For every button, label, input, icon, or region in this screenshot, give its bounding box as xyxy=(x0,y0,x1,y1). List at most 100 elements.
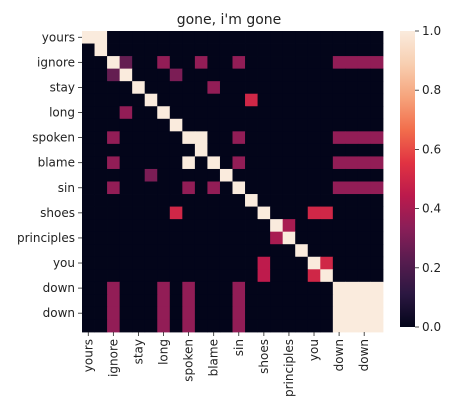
heatmap-cell xyxy=(370,269,384,283)
heatmap-cell xyxy=(232,43,246,57)
heatmap-cell xyxy=(144,244,158,258)
heatmap-cell xyxy=(207,181,221,195)
colorbar-tick-label: 0.2 xyxy=(422,261,441,275)
heatmap-cell xyxy=(94,219,108,233)
heatmap-cell xyxy=(370,281,384,295)
heatmap-cell xyxy=(82,106,95,120)
heatmap-cell xyxy=(282,206,296,220)
heatmap-cell xyxy=(119,244,133,258)
heatmap-cell xyxy=(207,43,221,57)
heatmap-cell xyxy=(107,181,121,195)
heatmap-cell xyxy=(219,219,233,233)
heatmap-cell xyxy=(107,219,121,233)
heatmap-cell xyxy=(194,269,208,283)
heatmap-cell xyxy=(357,219,371,233)
heatmap-cell xyxy=(320,244,334,258)
heatmap-cell xyxy=(270,231,284,245)
heatmap-cell xyxy=(295,244,309,258)
heatmap-cell xyxy=(157,306,171,320)
heatmap-cell xyxy=(345,118,359,132)
heatmap-cell xyxy=(232,156,246,170)
heatmap-cell xyxy=(320,81,334,95)
heatmap-cell xyxy=(257,168,271,182)
heatmap-cell xyxy=(307,43,321,57)
heatmap-cell xyxy=(345,143,359,157)
heatmap-cell xyxy=(370,306,384,320)
heatmap-cell xyxy=(257,106,271,120)
heatmap-cell xyxy=(295,106,309,120)
heatmap-cell xyxy=(94,294,108,308)
heatmap-cell xyxy=(182,93,196,107)
heatmap-cell xyxy=(144,231,158,245)
heatmap-cell xyxy=(107,306,121,320)
heatmap-cell xyxy=(119,231,133,245)
heatmap-cell xyxy=(219,294,233,308)
x-tick-label: ignore xyxy=(106,339,120,377)
heatmap-cell xyxy=(132,181,146,195)
heatmap-cell xyxy=(295,256,309,270)
heatmap-cell xyxy=(82,81,95,95)
heatmap-cell xyxy=(307,181,321,195)
heatmap-cell xyxy=(94,168,108,182)
heatmap-cell xyxy=(157,281,171,295)
heatmap-cell xyxy=(219,68,233,82)
heatmap-cell xyxy=(232,56,246,70)
heatmap-cell xyxy=(282,269,296,283)
heatmap-cell xyxy=(182,106,196,120)
heatmap-cell xyxy=(357,168,371,182)
heatmap-cell xyxy=(82,68,95,82)
heatmap-cell xyxy=(82,269,95,283)
heatmap-cell xyxy=(232,143,246,157)
heatmap-cell xyxy=(232,31,246,44)
heatmap-cell xyxy=(132,244,146,258)
heatmap-cell xyxy=(194,31,208,44)
heatmap-cell xyxy=(194,181,208,195)
heatmap-cell xyxy=(207,281,221,295)
colorbar-tick-label: 0.4 xyxy=(422,202,441,216)
heatmap-cell xyxy=(207,31,221,44)
heatmap-cell xyxy=(245,194,258,207)
heatmap-cell xyxy=(194,93,208,107)
heatmap-cell xyxy=(144,181,158,195)
heatmap-cell xyxy=(132,143,146,157)
heatmap-cell xyxy=(82,56,95,70)
heatmap-cell xyxy=(207,81,221,95)
heatmap-cell xyxy=(370,131,384,145)
heatmap-cell xyxy=(119,194,133,207)
heatmap-cell xyxy=(257,306,271,320)
heatmap-cell xyxy=(132,269,146,283)
heatmap-cell xyxy=(119,118,133,132)
heatmap-cell xyxy=(257,143,271,157)
heatmap-cell xyxy=(257,181,271,195)
heatmap-cell xyxy=(307,93,321,107)
heatmap-cell xyxy=(169,219,183,233)
y-tick-label: ignore xyxy=(37,55,75,69)
heatmap-cell xyxy=(94,93,108,107)
heatmap-cell xyxy=(345,256,359,270)
x-tick-label: blame xyxy=(207,339,221,376)
heatmap-cell xyxy=(295,194,309,207)
heatmap-cell xyxy=(157,31,171,44)
heatmap-cell xyxy=(144,56,158,70)
heatmap-cell xyxy=(182,68,196,82)
heatmap-cell xyxy=(207,93,221,107)
heatmap-cell xyxy=(270,106,284,120)
heatmap-cell xyxy=(307,256,321,270)
heatmap-cell xyxy=(257,93,271,107)
heatmap-cell xyxy=(107,68,121,82)
heatmap-cell xyxy=(370,56,384,70)
heatmap-cell xyxy=(370,256,384,270)
heatmap-cell xyxy=(94,81,108,95)
heatmap-cell xyxy=(320,269,334,283)
heatmap-cell xyxy=(295,306,309,320)
heatmap-cell xyxy=(270,56,284,70)
heatmap-cell xyxy=(257,281,271,295)
heatmap-cell xyxy=(332,306,346,320)
heatmap-cell xyxy=(357,319,371,333)
heatmap-cell xyxy=(270,43,284,57)
heatmap-cell xyxy=(282,306,296,320)
heatmap-cell xyxy=(144,269,158,283)
heatmap-cell xyxy=(194,143,208,157)
heatmap-cell xyxy=(332,319,346,333)
heatmap-cell xyxy=(219,181,233,195)
